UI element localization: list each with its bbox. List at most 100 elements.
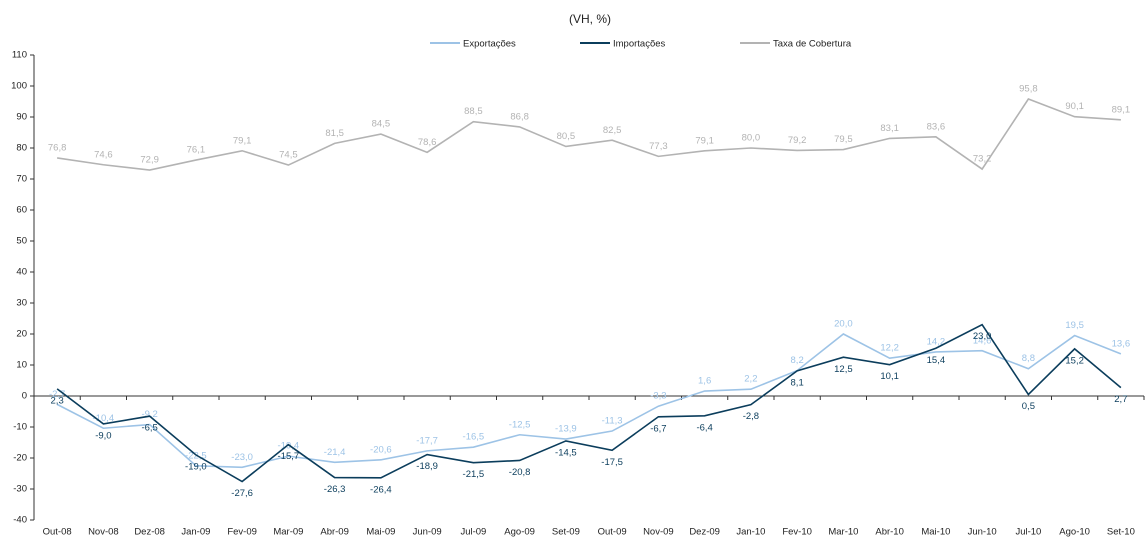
data-label: -18,9 — [416, 461, 438, 472]
data-label: 2,3 — [51, 395, 64, 406]
x-tick-label: Jan-09 — [181, 527, 210, 538]
data-label: -2,7 — [49, 389, 65, 400]
y-tick-label: 110 — [12, 50, 27, 61]
y-tick-label: 60 — [16, 205, 27, 216]
data-label: 79,5 — [834, 134, 853, 145]
x-tick-label: Nov-08 — [88, 527, 119, 538]
data-label: 2,7 — [1114, 394, 1127, 405]
data-label: 8,2 — [791, 355, 804, 366]
y-tick-label: 20 — [16, 329, 27, 340]
x-tick-label: Jul-09 — [460, 527, 486, 538]
data-label: -26,4 — [370, 484, 392, 495]
data-label: 76,1 — [187, 145, 206, 156]
series-line — [56, 333, 1122, 469]
data-label: 90,1 — [1065, 101, 1084, 112]
y-tick-label: 80 — [16, 143, 27, 154]
data-label: -9,2 — [141, 409, 157, 420]
data-label: -6,7 — [650, 423, 666, 434]
data-label: -13,9 — [555, 424, 577, 435]
data-label: 72,9 — [140, 155, 159, 166]
data-label: 74,5 — [279, 150, 298, 161]
data-label: -10,4 — [93, 413, 115, 424]
data-label: 89,1 — [1112, 104, 1131, 115]
x-tick-label: Dez-09 — [689, 527, 720, 538]
data-label: -15,7 — [278, 451, 300, 462]
data-label: -23,0 — [231, 452, 253, 463]
data-label: 14,2 — [927, 336, 946, 347]
data-label: 83,6 — [927, 121, 946, 132]
x-tick-label: Abr-09 — [320, 527, 349, 538]
chart-title: (VH, %) — [569, 12, 611, 26]
data-label: -9,0 — [95, 430, 111, 441]
data-label: -3,3 — [650, 391, 666, 402]
x-tick-label: Dez-08 — [134, 527, 165, 538]
data-label: 1,6 — [698, 376, 711, 387]
data-label: -21,5 — [463, 469, 485, 480]
data-label: 86,8 — [510, 111, 529, 122]
data-label: 76,8 — [48, 142, 67, 153]
data-label: -14,5 — [555, 447, 577, 458]
x-tick-label: Set-10 — [1107, 527, 1135, 538]
x-tick-label: Nov-09 — [643, 527, 674, 538]
data-label: -21,4 — [324, 447, 346, 458]
data-label: 83,1 — [880, 123, 899, 134]
data-label: -11,3 — [602, 416, 623, 427]
data-label: 12,5 — [834, 364, 853, 375]
data-label: 19,5 — [1065, 320, 1084, 331]
series-line — [56, 323, 1122, 483]
data-label: 10,1 — [880, 371, 899, 382]
data-label: 0,5 — [1022, 401, 1035, 412]
data-label: 80,0 — [742, 133, 761, 144]
data-label: -6,4 — [696, 422, 712, 433]
data-label: 2,2 — [744, 374, 757, 385]
data-label: 12,2 — [880, 343, 899, 354]
data-label: -17,7 — [416, 435, 438, 446]
y-tick-label: 0 — [22, 391, 27, 402]
y-tick-label: 70 — [16, 174, 27, 185]
series-line — [57, 98, 1121, 171]
data-label: 82,5 — [603, 125, 622, 136]
x-tick-label: Mai-10 — [921, 527, 950, 538]
x-tick-label: Fev-10 — [782, 527, 812, 538]
y-tick-label: -20 — [13, 453, 27, 464]
y-tick-label: 50 — [16, 236, 27, 247]
legend-label: Importações — [613, 39, 666, 50]
x-tick-label: Mai-09 — [366, 527, 395, 538]
data-label: -6,5 — [141, 423, 157, 434]
data-label: -12,5 — [509, 419, 531, 430]
y-tick-label: 30 — [16, 298, 27, 309]
data-label: 88,5 — [464, 106, 483, 117]
x-tick-label: Ago-09 — [504, 527, 535, 538]
y-tick-label: 100 — [11, 81, 27, 92]
data-label: 79,1 — [695, 135, 714, 146]
x-tick-label: Out-08 — [43, 527, 72, 538]
legend-label: Taxa de Cobertura — [773, 39, 852, 50]
data-label: 23,0 — [973, 331, 992, 342]
data-label: 80,5 — [557, 131, 576, 142]
data-label: 84,5 — [372, 119, 391, 130]
x-tick-label: Jun-09 — [413, 527, 442, 538]
data-label: 20,0 — [834, 319, 853, 330]
data-label: 78,6 — [418, 137, 437, 148]
data-label: 15,4 — [927, 355, 946, 366]
x-tick-label: Jun-10 — [968, 527, 997, 538]
y-tick-label: -30 — [13, 484, 27, 495]
y-tick-label: -40 — [13, 515, 27, 526]
data-label: -26,3 — [324, 484, 346, 495]
data-label: 79,1 — [233, 135, 252, 146]
data-label: -20,8 — [509, 467, 531, 478]
x-tick-label: Set-09 — [552, 527, 580, 538]
x-tick-label: Jul-10 — [1015, 527, 1041, 538]
data-label: 79,2 — [788, 135, 807, 146]
y-tick-label: 10 — [16, 360, 27, 371]
data-label: 13,6 — [1112, 338, 1131, 349]
data-label: 15,2 — [1065, 355, 1084, 366]
data-label: 81,5 — [325, 128, 344, 139]
data-label: 73,2 — [973, 154, 992, 165]
data-label: 77,3 — [649, 141, 668, 152]
x-tick-label: Fev-09 — [227, 527, 257, 538]
y-tick-label: 90 — [16, 112, 27, 123]
data-label: -19,4 — [278, 441, 300, 452]
x-tick-label: Out-09 — [598, 527, 627, 538]
